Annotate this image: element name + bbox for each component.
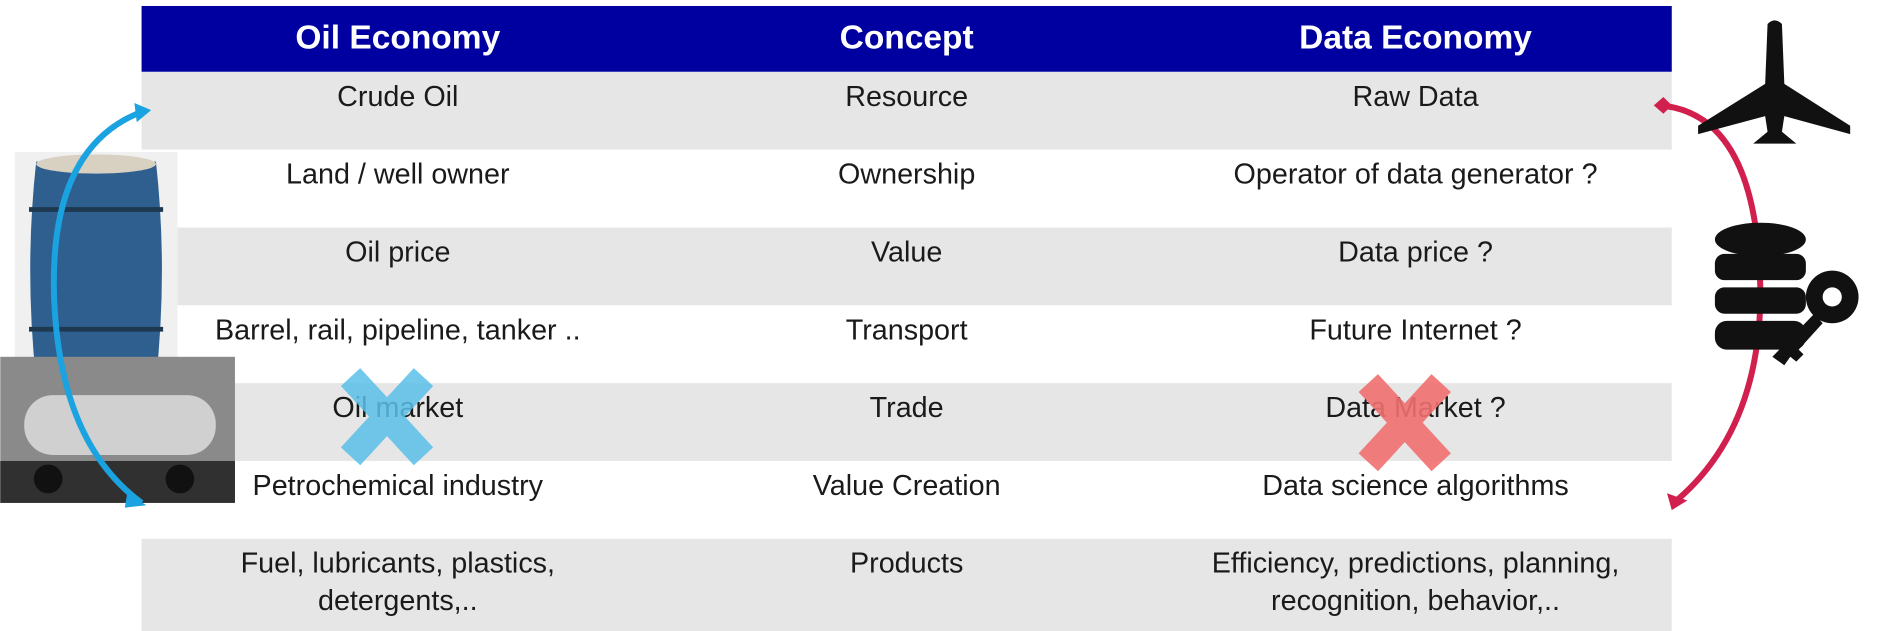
oil-arrow [50,107,148,506]
arrow-head [1653,96,1672,114]
cross-blue [340,368,434,466]
database-icon [1714,222,1859,366]
cell-text: recognition, behavior,.. [1271,585,1560,617]
row-bg [141,71,1672,150]
arrow-head [124,493,147,508]
cell-text: Data price ? [1338,236,1493,268]
header-cell: Data Economy [1299,19,1532,56]
cell-text: Operator of data generator ? [1234,159,1598,191]
cell-text: Trade [870,392,944,424]
cell-text: Data science algorithms [1262,470,1568,502]
row-bg [141,538,1672,631]
comparison-table: Oil Economy Concept Data Economy Crude Oil R… [141,5,1672,631]
cell-text: Fuel, lubricants, plastics, [241,548,555,580]
cell-text: Petrochemical industry [253,470,544,502]
cell-text: Future Internet ? [1309,314,1521,346]
cell-text: Crude Oil [337,81,458,113]
plane-icon [1698,20,1851,144]
cell-text: Ownership [838,159,975,191]
cell-text: Raw Data [1352,81,1478,113]
header-bar [141,5,1672,72]
barrel-image [14,152,178,390]
row-bg [141,227,1672,306]
cell-text: Land / well owner [286,159,510,191]
row-bg [141,460,1672,539]
cell-text: Products [850,548,963,580]
header-cell: Concept [840,19,974,56]
header-cell: Oil Economy [295,19,500,56]
cell-text: Efficiency, predictions, planning, [1212,548,1620,580]
cell-text: Barrel, rail, pipeline, tanker .. [215,314,581,346]
cell-text: Value Creation [813,470,1001,502]
cell-text: Oil price [345,236,450,268]
arrow-head [1666,493,1688,511]
cell-text: Transport [846,314,968,346]
cell-text: detergents,.. [318,585,478,617]
cell-text: Value [871,236,942,268]
arrow-head [134,102,152,123]
row-bg [141,305,1672,384]
cross-red [1358,374,1451,472]
cell-text: Resource [845,81,968,113]
row-bg [141,149,1672,228]
